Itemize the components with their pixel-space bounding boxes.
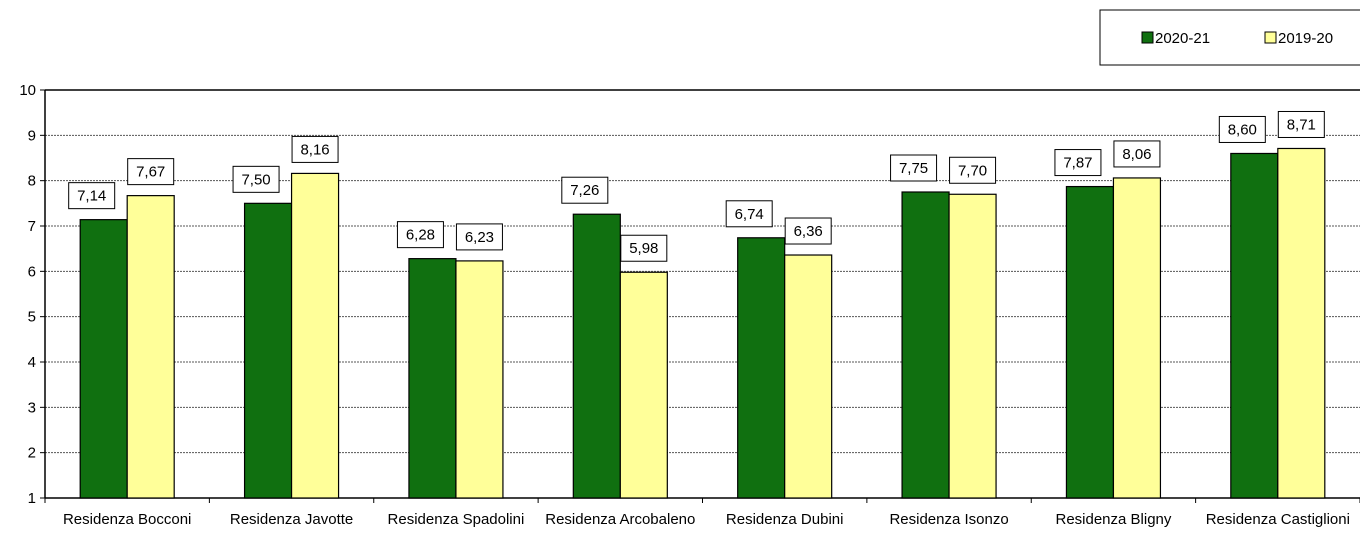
y-tick-label: 7 [28, 218, 36, 235]
bar-2019-20 [126, 195, 175, 499]
data-label-box [725, 200, 773, 228]
data-label: 6,36 [794, 223, 823, 240]
bar-2020-21 [79, 219, 128, 499]
data-label-box [1277, 110, 1325, 138]
data-label: 7,26 [570, 182, 599, 199]
category-label: Residenza Arcobaleno [545, 511, 695, 528]
y-tick-label: 9 [28, 127, 36, 144]
category-label: Residenza Castiglioni [1206, 511, 1350, 528]
category-label: Residenza Isonzo [889, 511, 1008, 528]
data-label-box [68, 182, 116, 210]
y-tick-label: 10 [19, 82, 36, 99]
category-label: Residenza Spadolini [388, 511, 525, 528]
bar-2020-21 [737, 237, 786, 499]
legend-swatch-2019-20 [1264, 31, 1277, 44]
legend-box [1099, 9, 1360, 66]
data-label-box [561, 176, 609, 204]
bar-2020-21 [408, 258, 457, 499]
data-label-box [784, 217, 832, 245]
bar-2020-21 [1065, 185, 1115, 499]
data-label: 7,75 [899, 160, 928, 177]
bar-2019-20 [1112, 177, 1162, 499]
data-label: 7,67 [136, 164, 165, 181]
bar-2019-20 [1277, 147, 1326, 499]
data-label-box [455, 223, 503, 251]
data-label-box [620, 234, 668, 262]
data-label: 8,71 [1287, 116, 1316, 133]
data-label: 8,16 [300, 141, 329, 158]
bar-2020-21 [572, 213, 621, 499]
data-label: 6,74 [735, 206, 764, 223]
data-label-box [1054, 149, 1102, 177]
data-label: 7,70 [958, 162, 987, 179]
data-label-box [291, 135, 339, 163]
data-label-box [232, 165, 280, 193]
data-label: 6,28 [406, 227, 435, 244]
data-label: 7,50 [241, 171, 270, 188]
data-label-box [127, 158, 175, 186]
category-label: Residenza Bocconi [63, 511, 191, 528]
y-tick-label: 2 [28, 445, 36, 462]
legend-label: 2020-21 [1155, 30, 1210, 47]
y-tick-label: 5 [28, 309, 36, 326]
bar-2020-21 [243, 202, 293, 499]
category-label: Residenza Dubini [726, 511, 844, 528]
bar-2019-20 [784, 254, 833, 499]
bar-2019-20 [948, 193, 997, 499]
data-label-box [396, 221, 444, 249]
bar-2020-21 [1230, 152, 1279, 499]
data-label: 6,23 [465, 229, 494, 246]
data-label: 5,98 [629, 240, 658, 257]
bar-2019-20 [290, 172, 340, 499]
y-tick-label: 3 [28, 399, 36, 416]
bar-2019-20 [455, 260, 504, 499]
data-label-box [949, 156, 997, 184]
y-tick-label: 4 [28, 354, 36, 371]
y-tick-label: 8 [28, 173, 36, 190]
bar-2019-20 [619, 271, 668, 499]
y-tick-label: 6 [28, 263, 36, 280]
y-tick-label: 1 [28, 490, 36, 507]
data-label: 7,14 [77, 188, 106, 205]
data-label-box [1218, 115, 1266, 143]
category-label: Residenza Bligny [1055, 511, 1171, 528]
legend-swatch-2020-21 [1141, 31, 1154, 44]
data-label-box [890, 154, 938, 182]
data-label: 7,87 [1063, 155, 1092, 172]
data-label-box [1113, 140, 1161, 168]
bar-2020-21 [901, 191, 950, 499]
data-label: 8,06 [1122, 146, 1151, 163]
legend-label: 2019-20 [1278, 30, 1333, 47]
data-label: 8,60 [1228, 121, 1257, 138]
category-label: Residenza Javotte [230, 511, 353, 528]
